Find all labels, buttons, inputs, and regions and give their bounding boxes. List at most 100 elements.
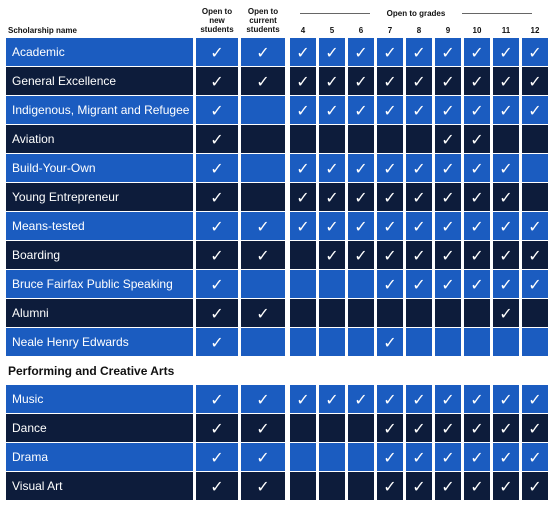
check-cell: ✓ [493, 183, 519, 211]
check-cell: ✓ [196, 67, 238, 95]
check-cell: ✓ [377, 414, 403, 442]
row-name: Aviation [6, 125, 193, 153]
check-cell [522, 154, 548, 182]
check-cell [319, 328, 345, 356]
row-name: Music [6, 385, 193, 413]
check-cell: ✓ [435, 154, 461, 182]
check-cell [241, 328, 285, 356]
header-grade: 7 [387, 26, 393, 35]
check-cell: ✓ [435, 125, 461, 153]
check-cell: ✓ [290, 212, 316, 240]
check-cell: ✓ [348, 38, 374, 66]
check-cell: ✓ [319, 67, 345, 95]
check-cell: ✓ [493, 67, 519, 95]
check-cell [319, 443, 345, 471]
check-cell: ✓ [319, 241, 345, 269]
check-cell [522, 328, 548, 356]
check-cell: ✓ [241, 299, 285, 327]
check-cell: ✓ [522, 270, 548, 298]
check-cell: ✓ [464, 212, 490, 240]
check-cell: ✓ [464, 443, 490, 471]
check-cell: ✓ [464, 38, 490, 66]
check-cell [290, 270, 316, 298]
check-cell [377, 299, 403, 327]
check-cell: ✓ [493, 472, 519, 500]
check-cell: ✓ [522, 67, 548, 95]
row-name: General Excellence [6, 67, 193, 95]
check-cell: ✓ [377, 472, 403, 500]
check-cell [290, 443, 316, 471]
check-cell: ✓ [493, 299, 519, 327]
check-cell [290, 125, 316, 153]
header-grade: 12 [530, 26, 540, 35]
check-cell: ✓ [196, 414, 238, 442]
check-cell [435, 299, 461, 327]
check-cell: ✓ [435, 241, 461, 269]
check-cell [348, 443, 374, 471]
check-cell: ✓ [377, 96, 403, 124]
row-name: Drama [6, 443, 193, 471]
check-cell: ✓ [464, 241, 490, 269]
check-cell: ✓ [196, 96, 238, 124]
check-cell [348, 472, 374, 500]
check-cell [348, 299, 374, 327]
check-cell [464, 328, 490, 356]
check-cell [319, 270, 345, 298]
header-grade: 4 [300, 26, 306, 35]
check-cell [522, 183, 548, 211]
check-cell: ✓ [493, 241, 519, 269]
check-cell: ✓ [196, 472, 238, 500]
check-cell: ✓ [406, 154, 432, 182]
check-cell [290, 328, 316, 356]
check-cell: ✓ [406, 38, 432, 66]
check-cell: ✓ [406, 270, 432, 298]
check-cell: ✓ [464, 270, 490, 298]
check-cell: ✓ [241, 414, 285, 442]
check-cell: ✓ [522, 38, 548, 66]
check-cell: ✓ [435, 414, 461, 442]
check-cell: ✓ [493, 154, 519, 182]
check-cell: ✓ [464, 472, 490, 500]
check-cell [522, 299, 548, 327]
row-name: Alumni [6, 299, 193, 327]
check-cell: ✓ [406, 212, 432, 240]
row-name: Neale Henry Edwards [6, 328, 193, 356]
check-cell: ✓ [348, 154, 374, 182]
check-cell: ✓ [196, 212, 238, 240]
row-name: Visual Art [6, 472, 193, 500]
section-title: Performing and Creative Arts [8, 363, 175, 378]
check-cell: ✓ [522, 472, 548, 500]
check-cell: ✓ [464, 154, 490, 182]
row-name: Boarding [6, 241, 193, 269]
check-cell: ✓ [435, 67, 461, 95]
check-cell: ✓ [522, 385, 548, 413]
check-cell: ✓ [290, 385, 316, 413]
check-cell [319, 472, 345, 500]
row-name: Young Entrepreneur [6, 183, 193, 211]
check-cell: ✓ [377, 183, 403, 211]
check-cell: ✓ [493, 385, 519, 413]
header-grade: 9 [445, 26, 451, 35]
check-cell: ✓ [493, 38, 519, 66]
check-cell: ✓ [464, 125, 490, 153]
check-cell: ✓ [522, 414, 548, 442]
check-cell: ✓ [406, 183, 432, 211]
check-cell: ✓ [377, 67, 403, 95]
check-cell: ✓ [196, 241, 238, 269]
row-name: Dance [6, 414, 193, 442]
check-cell: ✓ [435, 385, 461, 413]
check-cell: ✓ [196, 38, 238, 66]
check-cell: ✓ [464, 67, 490, 95]
check-cell: ✓ [406, 241, 432, 269]
header-grade: 11 [501, 26, 511, 35]
check-cell [493, 125, 519, 153]
check-cell: ✓ [522, 96, 548, 124]
check-cell: ✓ [522, 443, 548, 471]
check-cell: ✓ [435, 38, 461, 66]
check-cell: ✓ [493, 270, 519, 298]
check-cell: ✓ [377, 328, 403, 356]
check-cell: ✓ [493, 414, 519, 442]
header-grade: 10 [472, 26, 482, 35]
check-cell: ✓ [406, 96, 432, 124]
check-cell: ✓ [290, 96, 316, 124]
